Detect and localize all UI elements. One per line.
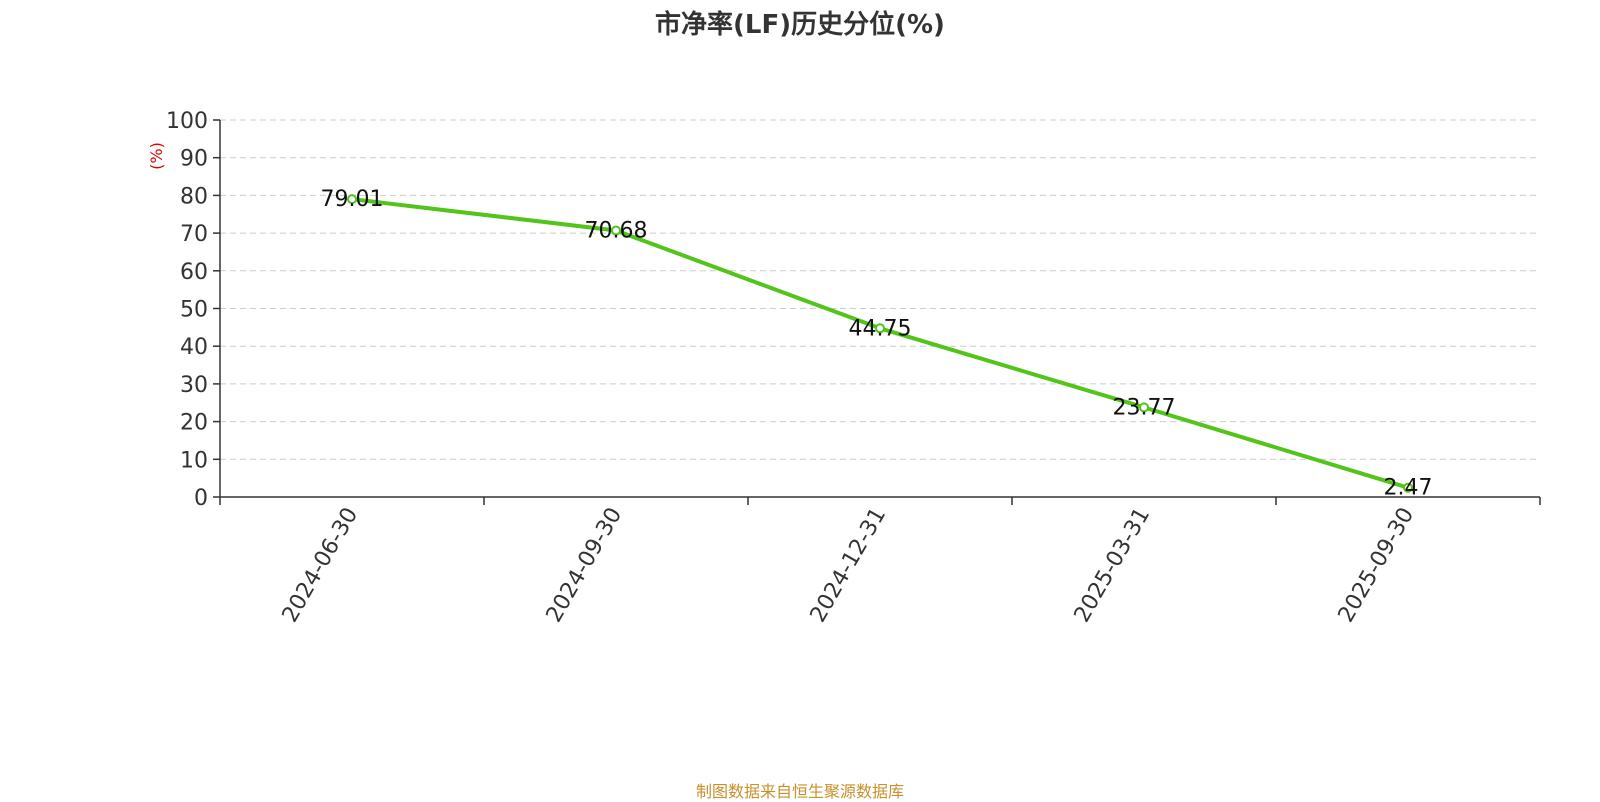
source-note: 制图数据来自恒生聚源数据库 [695,782,904,801]
data-label: 2.47 [1384,476,1433,501]
y-tick-label: 30 [180,373,208,398]
x-tick-label: 2024-06-30 [278,504,364,627]
x-tick-label: 2025-09-30 [1334,504,1420,627]
y-tick-label: 40 [180,335,208,360]
data-label: 23.77 [1113,395,1176,420]
data-point [1403,482,1413,493]
y-tick-label: 10 [180,448,208,473]
data-labels: 79.01 70.68 44.75 23.77 2.47 [321,187,1433,501]
data-point [347,194,357,205]
data-label: 44.75 [849,316,912,341]
y-tick-label: 0 [194,486,208,511]
data-label: 79.01 [321,187,384,212]
chart-title: 市净率(LF)历史分位(%) [655,10,945,40]
y-tick-label: 60 [180,260,208,285]
y-tick-label: 70 [180,222,208,247]
y-tick-label: 100 [166,109,208,134]
series-layer [347,194,1413,493]
y-tick-label: 20 [180,411,208,436]
y-tick-label: 50 [180,298,208,323]
gridlines [220,119,1540,460]
data-point [1139,402,1149,413]
x-tick-label: 2024-09-30 [542,504,628,627]
series-line [350,197,1410,490]
data-point [875,323,885,334]
y-axis-label: (%) [147,142,166,170]
y-tick-label: 90 [180,147,208,172]
x-tick-label: 2025-03-31 [1070,504,1156,627]
data-point [611,225,621,236]
data-label: 70.68 [585,219,648,244]
x-tick-label: 2024-12-31 [806,504,892,627]
y-tick-label: 80 [180,184,208,209]
